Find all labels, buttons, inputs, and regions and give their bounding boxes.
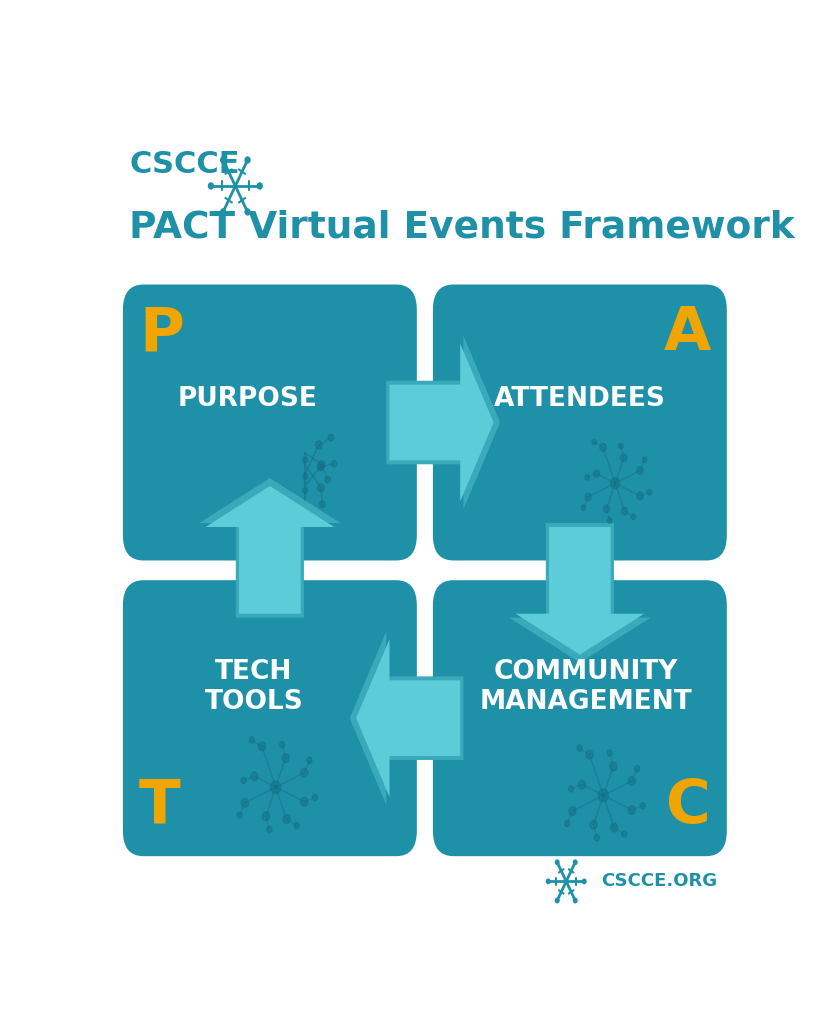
Circle shape [576,745,581,752]
Circle shape [607,517,611,523]
Circle shape [573,898,576,903]
Circle shape [301,768,307,777]
Circle shape [578,780,585,790]
Circle shape [251,772,258,780]
Circle shape [618,443,622,449]
Circle shape [220,157,225,163]
Circle shape [603,505,609,513]
Circle shape [331,461,336,467]
Circle shape [591,439,596,444]
Polygon shape [205,486,334,613]
Circle shape [282,754,289,763]
Circle shape [582,880,585,884]
FancyBboxPatch shape [123,285,416,560]
Circle shape [609,762,616,771]
Circle shape [585,751,593,759]
Circle shape [621,830,626,837]
Circle shape [245,157,250,163]
Circle shape [599,443,605,452]
Circle shape [573,860,576,864]
Circle shape [257,183,262,189]
Circle shape [258,742,265,751]
Circle shape [302,457,307,463]
Circle shape [628,806,635,814]
Polygon shape [515,527,643,654]
FancyBboxPatch shape [432,285,726,560]
Circle shape [318,461,325,469]
Circle shape [568,807,575,815]
Circle shape [262,812,269,820]
Circle shape [301,798,307,806]
Polygon shape [199,478,340,617]
Circle shape [306,757,311,764]
Text: C: C [665,777,710,837]
Circle shape [220,209,225,215]
Circle shape [208,183,213,189]
Circle shape [630,514,635,519]
Circle shape [315,441,321,449]
Circle shape [555,860,558,864]
Circle shape [642,457,646,463]
Text: CSCCE: CSCCE [129,151,239,179]
Circle shape [279,741,284,748]
Circle shape [302,473,307,479]
Circle shape [237,812,242,818]
Circle shape [294,822,299,828]
Circle shape [282,815,290,823]
Polygon shape [508,523,650,663]
Circle shape [647,489,651,495]
Circle shape [317,463,324,471]
Circle shape [319,501,325,508]
Circle shape [621,508,627,515]
Circle shape [546,880,549,884]
Circle shape [325,476,330,483]
Text: PURPOSE: PURPOSE [177,386,317,412]
Polygon shape [349,632,463,805]
Text: T: T [139,777,181,837]
Circle shape [633,766,639,772]
Text: A: A [662,304,710,364]
Circle shape [593,470,599,477]
Circle shape [328,434,334,441]
Circle shape [606,750,612,757]
Circle shape [590,820,596,829]
Text: P: P [139,304,184,364]
Circle shape [270,781,281,794]
Circle shape [564,820,569,826]
Polygon shape [386,336,499,509]
Circle shape [639,803,644,809]
Circle shape [555,898,558,903]
Circle shape [610,823,617,831]
Circle shape [317,483,324,492]
Text: COMMUNITY
MANAGEMENT: COMMUNITY MANAGEMENT [479,658,692,715]
Circle shape [628,776,635,785]
Text: CSCCE.ORG: CSCCE.ORG [601,872,717,891]
Circle shape [610,478,619,488]
Circle shape [636,467,643,474]
Circle shape [594,835,599,841]
Text: ATTENDEES: ATTENDEES [493,386,665,412]
FancyBboxPatch shape [432,581,726,856]
Circle shape [249,737,254,743]
Text: TECH
TOOLS: TECH TOOLS [205,658,303,715]
Circle shape [585,494,590,501]
Circle shape [241,799,248,807]
Circle shape [568,785,573,792]
Circle shape [302,487,307,494]
Circle shape [584,474,589,480]
Circle shape [580,505,585,511]
Circle shape [245,209,250,215]
Circle shape [267,826,272,833]
Circle shape [312,795,317,801]
FancyBboxPatch shape [123,581,416,856]
Text: PACT Virtual Events Framework: PACT Virtual Events Framework [129,210,794,246]
Polygon shape [356,639,460,797]
Circle shape [598,790,608,802]
Circle shape [241,777,246,783]
Circle shape [636,492,643,500]
Polygon shape [389,344,493,502]
Circle shape [620,454,626,462]
